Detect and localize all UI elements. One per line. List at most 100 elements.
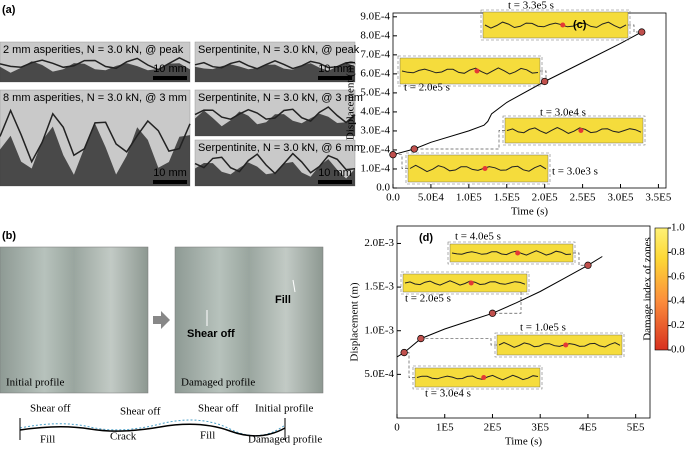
y-tick-label: 8.0E-4 [360,29,390,41]
y-axis-label: Displacement (m) [349,282,361,361]
x-tick-label: 1.0E5 [456,192,482,204]
damage-spot [474,68,480,74]
inset-connector [404,352,415,378]
image-caption: 8 mm asperities, N = 3.0 kN, @ 3 mm [3,92,187,104]
point [400,348,408,357]
inset-frame [502,115,646,146]
colorbar [654,227,669,351]
damage-spot [481,375,487,380]
inset-label: t = 3.0e3 s [552,166,598,178]
damage-spot [468,280,474,286]
colorbar-tick-label: 0.4 [671,295,685,307]
damage-map [496,334,623,356]
damage-spot [563,342,569,348]
image-caption: 2 mm asperities, N = 3.0 kN, @ peak [3,44,184,56]
y-tick-label: 1.0E-4 [360,163,390,175]
inset-connector [628,24,642,33]
scale-label: 10 mm [318,63,352,75]
panel-label: (a) [2,4,16,16]
x-tick-label: 2E5 [484,422,502,434]
y-tick-label: 5.0E-4 [360,86,390,98]
colorbar-tick-label: 0.8 [671,246,685,258]
y-tick-label: 4.0E-4 [360,105,390,117]
y-axis-label: Displacement (m) [345,61,357,140]
y-tick-label: 9.0E-4 [360,10,390,22]
inset-joint [404,280,526,286]
y-tick-label: 2.0E-4 [360,143,390,155]
inset-joint [498,342,621,348]
colorbar-tick-label: 0.6 [671,270,685,282]
diagram-label: Shear off [30,403,71,415]
damage-map [407,154,549,183]
x-axis-label: Time (s) [505,436,543,448]
specimen-photo [174,246,324,394]
point [541,77,549,86]
colorbar-tick-label: 1.0 [671,222,685,234]
x-tick-label: 5E5 [627,422,645,434]
point [584,261,592,269]
arrow [153,311,170,329]
diagram-label: Damaged profile [248,434,322,446]
scale-label: 10 mm [153,167,187,179]
colorbar-tick-label: 0.2 [671,319,685,331]
point [417,334,425,343]
diagram-label: Fill [200,430,215,442]
x-tick-label: 0 [394,422,400,434]
photo-caption: Damaged profile [181,377,255,389]
rock-joint [0,123,190,186]
x-tick-label: 2.0E5 [532,192,558,204]
rock-joint-top [194,59,356,70]
damage-map [399,57,541,85]
x-tick-label: 3E5 [531,422,549,434]
panel-label: (d) [419,232,433,244]
inset-joint [416,374,539,381]
rock-joint [0,61,190,82]
rock-joint-top [0,108,191,164]
inset-frame [494,332,625,358]
plot-frame [396,225,651,419]
scale-bar [318,180,352,184]
damage-spot [515,250,521,256]
x-tick-label: 0.0 [386,192,400,204]
inset-connector [420,338,497,346]
inset-frame [480,9,631,41]
inset-connector [393,154,408,169]
x-tick-label: 3.0E5 [608,192,634,204]
image-caption: Serpentinite, N = 3.0 kN, @ peak [198,44,360,56]
inset-connector [573,252,588,266]
x-tick-label: 5.0E4 [418,192,444,204]
rock-joint [195,159,355,186]
x-tick-label: 4E5 [579,422,597,434]
initial-profile [19,419,286,436]
inset-label: t = 2.0e5 s [404,82,450,94]
inset-label: t = 2.0e5 s [405,293,451,305]
colorbar-tick-label: 0.0 [671,344,685,356]
x-tick-label: 1.5E5 [494,192,520,204]
photo-note: Fill [275,294,291,306]
scale-bar [318,76,352,80]
point [410,145,418,153]
y-tick-label: 7.0E-4 [360,48,390,60]
diagram-label: Shear off [120,406,161,418]
inset-label: t = 1.0e5 s [520,322,566,334]
inset-label: t = 3.0e4 s [540,107,586,119]
damage-spot [482,166,488,171]
inset-connector [414,130,505,150]
inset-label: t = 3.3e5 s [508,0,554,12]
specimen-photo [0,246,149,394]
rock-joint-top [194,106,356,124]
inset-joint [401,67,539,75]
scale-label: 10 mm [318,167,352,179]
inset-frame [447,241,576,265]
inset-frame [397,55,543,87]
y-tick-label: 1.5E-3 [364,281,394,293]
inset-joint [409,164,547,173]
scale-label: 10 mm [153,63,187,75]
point [389,151,397,159]
diagram-label: Fill [40,434,55,446]
inset-joint [506,126,642,134]
point [488,309,497,317]
colorbar-title: Damage index of zones [642,237,654,341]
